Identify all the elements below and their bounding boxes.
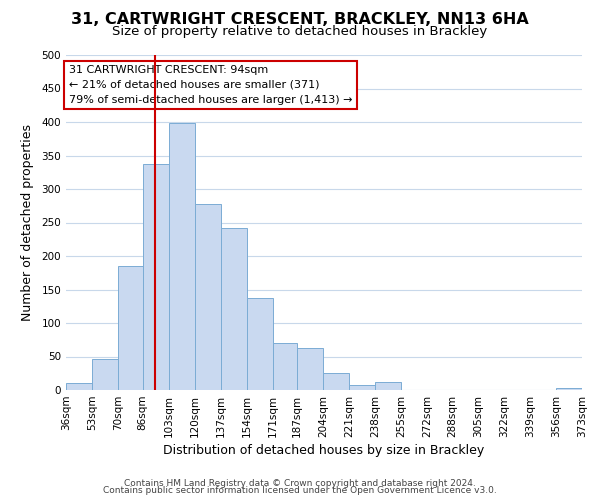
Bar (323, 372, 349, 390)
Bar (375, 382, 401, 390)
Text: 31, CARTWRIGHT CRESCENT, BRACKLEY, NN13 6HA: 31, CARTWRIGHT CRESCENT, BRACKLEY, NN13 … (71, 12, 529, 28)
Bar (247, 298, 273, 390)
Text: Contains HM Land Registry data © Crown copyright and database right 2024.: Contains HM Land Registry data © Crown c… (124, 478, 476, 488)
Bar (556, 388, 582, 390)
Bar (273, 343, 297, 390)
Bar (297, 348, 323, 390)
Bar (118, 266, 143, 390)
Bar (194, 204, 221, 390)
Text: Size of property relative to detached houses in Brackley: Size of property relative to detached ho… (112, 25, 488, 38)
Bar (349, 384, 375, 390)
Y-axis label: Number of detached properties: Number of detached properties (22, 124, 34, 321)
Bar (66, 384, 92, 390)
X-axis label: Distribution of detached houses by size in Brackley: Distribution of detached houses by size … (163, 444, 485, 457)
Bar (169, 124, 194, 390)
Bar (221, 228, 247, 390)
Bar (92, 359, 118, 390)
Text: Contains public sector information licensed under the Open Government Licence v3: Contains public sector information licen… (103, 486, 497, 495)
Text: 31 CARTWRIGHT CRESCENT: 94sqm
← 21% of detached houses are smaller (371)
79% of : 31 CARTWRIGHT CRESCENT: 94sqm ← 21% of d… (68, 65, 352, 104)
Bar (143, 164, 169, 390)
